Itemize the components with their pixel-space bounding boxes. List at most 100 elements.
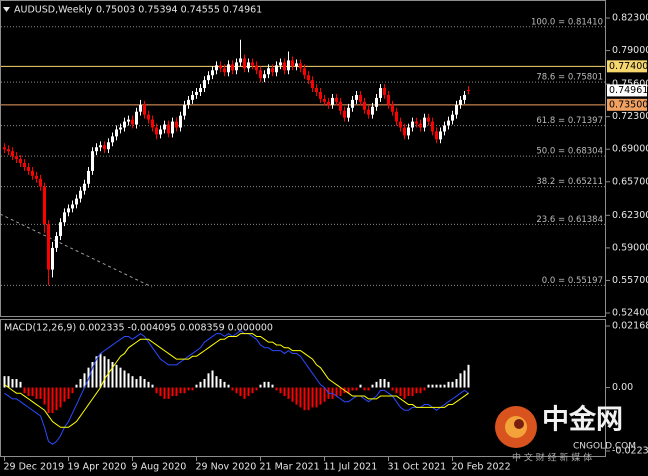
candle-body	[403, 127, 406, 136]
candle-body	[51, 247, 54, 270]
histogram-bar	[235, 387, 238, 394]
histogram-bar	[443, 384, 446, 388]
ohlc-text: 0.75003 0.75394 0.74555 0.74961	[96, 5, 262, 16]
candle-body	[67, 208, 70, 213]
histogram-bar	[59, 387, 62, 408]
candle-body	[351, 99, 354, 108]
candle-body	[71, 204, 74, 209]
candle-body	[83, 183, 86, 191]
candle-body	[355, 94, 358, 100]
candle-body	[15, 156, 18, 160]
candle-body	[395, 111, 398, 122]
candle-body	[219, 65, 222, 69]
x-tick-label: 19 Apr 2020	[68, 462, 127, 473]
histogram-bar	[83, 373, 86, 388]
symbol-menu-icon[interactable]	[3, 7, 10, 12]
histogram-bar	[251, 387, 254, 394]
histogram-bar	[419, 387, 422, 394]
y-tick-label: 0.75600	[612, 79, 648, 90]
histogram-bar	[23, 387, 26, 394]
histogram-bar	[31, 387, 34, 397]
candle-body	[59, 222, 62, 237]
histogram-bar	[139, 376, 142, 388]
histogram-bar	[395, 387, 398, 394]
histogram-bar	[119, 367, 122, 388]
candle-body	[431, 121, 434, 132]
watermark-name: 中金网	[542, 404, 623, 436]
candle-body	[107, 142, 110, 150]
histogram-bar	[279, 387, 282, 394]
candle-body	[111, 136, 114, 143]
candle-body	[399, 121, 402, 128]
histogram-bar	[147, 381, 150, 388]
histogram-bar	[163, 387, 166, 399]
candle-body	[75, 198, 78, 205]
histogram-bar	[231, 387, 234, 391]
candle-body	[263, 74, 266, 79]
y-tick-label: 0.65700	[612, 176, 648, 187]
candle-body	[375, 97, 378, 107]
level-price-box	[607, 60, 647, 73]
histogram-bar	[303, 387, 306, 411]
histogram-bar	[127, 373, 130, 388]
watermark-domain: CNGOLD.COM	[573, 442, 636, 452]
histogram-bar	[239, 387, 242, 397]
candle-body	[319, 91, 322, 99]
histogram-bar	[15, 379, 18, 388]
histogram-bar	[347, 387, 350, 394]
chart-title: AUDUSD,Weekly	[14, 5, 93, 16]
histogram-bar	[207, 373, 210, 388]
histogram-bar	[275, 387, 278, 391]
histogram-bar	[383, 379, 386, 388]
candle-body	[19, 159, 22, 164]
histogram-bar	[159, 387, 162, 397]
histogram-bar	[451, 381, 454, 388]
candle-body	[95, 147, 98, 152]
histogram-bar	[203, 379, 206, 388]
y-tick-label: 0.72300	[612, 111, 648, 122]
histogram-bar	[39, 387, 42, 399]
candle-body	[139, 104, 142, 112]
candle-body	[323, 98, 326, 102]
candle-body	[467, 89, 470, 91]
candle-body	[451, 114, 454, 121]
candle-body	[43, 186, 46, 225]
histogram-bar	[55, 387, 58, 411]
y-tick-label: 0.55700	[612, 275, 648, 286]
candle-body	[175, 121, 178, 128]
candle-body	[427, 117, 430, 122]
watermark-slogan: 中 文 财 经 新 媒 体	[512, 452, 592, 464]
candle-body	[23, 163, 26, 167]
y-tick-label: 0.59000	[612, 242, 648, 253]
candle-body	[299, 63, 302, 69]
histogram-bar	[355, 387, 358, 391]
candle-body	[171, 121, 174, 134]
candle-body	[279, 62, 282, 66]
candle-body	[275, 65, 278, 73]
histogram-bar	[27, 387, 30, 397]
histogram-bar	[299, 387, 302, 408]
candle-body	[259, 70, 262, 79]
candle-body	[255, 65, 258, 71]
candle-body	[167, 124, 170, 134]
candle-body	[207, 75, 210, 81]
candle-body	[39, 178, 42, 187]
watermark-logo-core	[514, 419, 524, 429]
histogram-bar	[411, 387, 414, 397]
histogram-bar	[175, 387, 178, 397]
candle-body	[307, 75, 310, 81]
histogram-bar	[447, 381, 450, 388]
histogram-bar	[287, 387, 290, 399]
candle-body	[7, 149, 10, 152]
candle-body	[31, 170, 34, 176]
histogram-bar	[435, 384, 438, 388]
candle-body	[187, 99, 190, 105]
histogram-bar	[455, 379, 458, 388]
candle-body	[227, 64, 230, 73]
macd-line	[4, 333, 469, 428]
histogram-bar	[215, 376, 218, 388]
x-tick-label: 20 Feb 2022	[452, 462, 511, 473]
histogram-bar	[63, 387, 66, 402]
histogram-bar	[99, 353, 102, 388]
